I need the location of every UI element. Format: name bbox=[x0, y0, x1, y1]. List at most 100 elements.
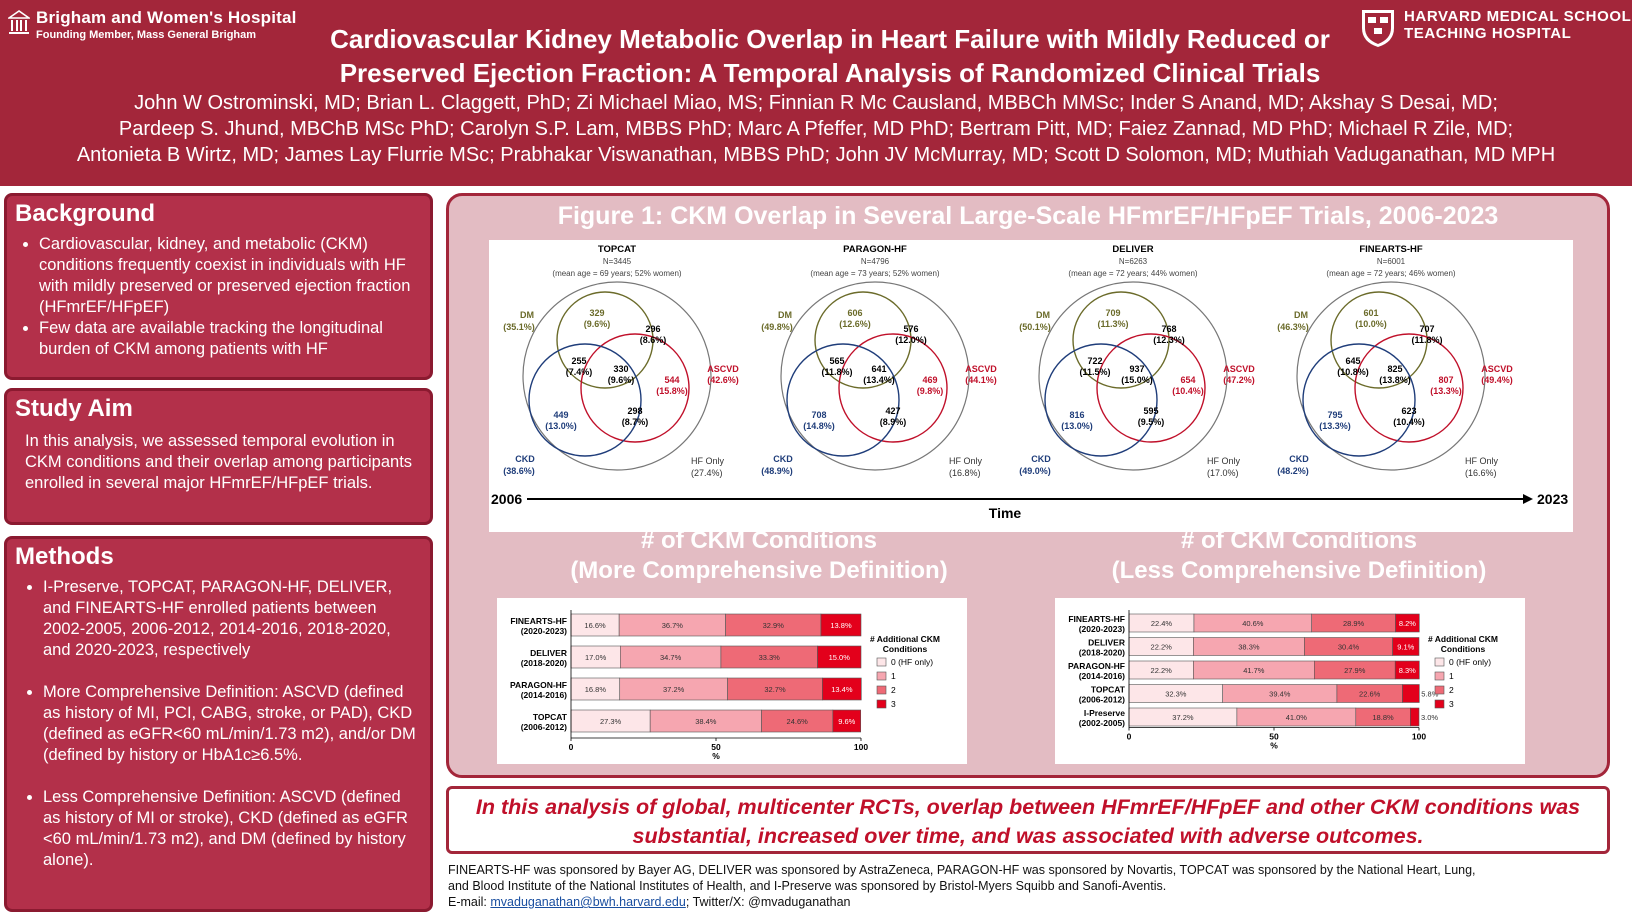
legend-label: 3 bbox=[1449, 699, 1454, 709]
study-aim-heading: Study Aim bbox=[15, 395, 133, 422]
x-tick-label: 50 bbox=[711, 742, 721, 752]
ckd-only-count: 708 bbox=[811, 410, 826, 420]
ascvd-label: ASCVD bbox=[965, 364, 997, 374]
ckd-ascvd-count: 623 bbox=[1401, 406, 1416, 416]
authors-line2: Pardeep S. Jhund, MBChB MSc PhD; Carolyn… bbox=[118, 118, 1514, 140]
author-list: John W Ostrominski, MD; Brian L. Clagget… bbox=[10, 90, 1622, 168]
all-three-pct: (15.0%) bbox=[1121, 375, 1153, 385]
all-three-count: 641 bbox=[871, 364, 886, 374]
ascvd-only-count: 654 bbox=[1180, 375, 1195, 385]
dm-ckd-pct: (7.4%) bbox=[566, 367, 593, 377]
ascvd-label: ASCVD bbox=[1481, 364, 1513, 374]
venn-topcat: TOPCAT N=3445 (mean age = 69 years; 52% wo… bbox=[503, 244, 739, 478]
legend-label: 2 bbox=[1449, 685, 1454, 695]
hf-label: HF Only bbox=[1207, 456, 1241, 466]
timeline-end: 2023 bbox=[1537, 491, 1568, 507]
bar-data-label: 39.4% bbox=[1269, 690, 1291, 699]
bar-data-label: 17.0% bbox=[585, 653, 607, 662]
venn-diagrams: TOPCAT N=3445 (mean age = 69 years; 52% wo… bbox=[491, 244, 1568, 521]
bar-right-title-line1: # of CKM Conditions bbox=[1181, 527, 1417, 554]
bar-chart-right: FINEARTS-HF (2020-2023) 22.4% 40.6% 28.9% 8.2… bbox=[1055, 598, 1525, 764]
ckd-ascvd-count: 427 bbox=[885, 406, 900, 416]
title-line1: Cardiovascular Kidney Metabolic Overlap … bbox=[330, 24, 1330, 54]
bar-data-label: 22.6% bbox=[1359, 690, 1381, 699]
venn-subtitle: (mean age = 72 years; 44% women) bbox=[1068, 269, 1198, 278]
hf-label: HF Only bbox=[949, 456, 983, 466]
hf-circle bbox=[1296, 281, 1486, 471]
ascvd-only-pct: (9.8%) bbox=[917, 386, 944, 396]
all-three-pct: (9.6%) bbox=[608, 375, 635, 385]
dm-ascvd-pct: (11.8%) bbox=[1411, 335, 1442, 345]
methods-bullet: I-Preserve, TOPCAT, PARAGON-HF, DELIVER,… bbox=[43, 577, 422, 661]
bar-data-label: 38.3% bbox=[1238, 643, 1260, 652]
legend-swatch bbox=[876, 699, 887, 709]
email-link[interactable]: mvaduganathan@bwh.harvard.edu bbox=[490, 895, 686, 909]
ckd-ascvd-pct: (8.7%) bbox=[622, 417, 649, 427]
bar-data-label: 28.9% bbox=[1343, 619, 1365, 628]
bar-data-label: 30.4% bbox=[1338, 643, 1360, 652]
ckd-label: CKD bbox=[773, 454, 793, 464]
ckd-pct: (48.2%) bbox=[1277, 466, 1309, 476]
legend-swatch bbox=[1434, 657, 1445, 667]
bar-data-label: 37.2% bbox=[1172, 713, 1194, 722]
dm-circle bbox=[1330, 291, 1428, 389]
background-bullet: Cardiovascular, kidney, and metabolic (C… bbox=[39, 234, 422, 318]
figure-panel: Figure 1: CKM Overlap in Several Large-S… bbox=[446, 193, 1610, 778]
bar-left-title-line1: # of CKM Conditions bbox=[641, 527, 877, 554]
venn-diagram-panel: TOPCAT N=3445 (mean age = 69 years; 52% wo… bbox=[489, 240, 1573, 532]
venn-finearts-hf: FINEARTS-HF N=6001 (mean age = 72 years; 4… bbox=[1277, 244, 1513, 478]
methods-bullets: I-Preserve, TOPCAT, PARAGON-HF, DELIVER,… bbox=[15, 577, 422, 871]
ckd-only-pct: (13.0%) bbox=[1061, 421, 1093, 431]
ascvd-only-pct: (15.8%) bbox=[656, 386, 688, 396]
bar-data-label: 27.9% bbox=[1344, 666, 1366, 675]
bar-data-label: 22.2% bbox=[1151, 666, 1173, 675]
venn-trial-name: FINEARTS-HF bbox=[1359, 244, 1423, 255]
dm-only-count: 709 bbox=[1105, 308, 1120, 318]
dm-circle bbox=[556, 291, 654, 389]
authors-line3: Antonieta B Wirtz, MD; James Lay Flurrie… bbox=[76, 144, 1556, 166]
ckd-label: CKD bbox=[1289, 454, 1309, 464]
legend-swatch bbox=[1434, 699, 1445, 709]
bar-data-label: 24.6% bbox=[787, 717, 809, 726]
conclusion-line1: In this analysis of global, multicenter … bbox=[475, 795, 1581, 819]
ckd-pct: (48.9%) bbox=[761, 466, 793, 476]
poster-title: Cardiovascular Kidney Metabolic Overlap … bbox=[280, 22, 1380, 90]
hf-circle bbox=[1038, 281, 1228, 471]
dm-ckd-count: 722 bbox=[1087, 356, 1102, 366]
ckd-ascvd-pct: (8.9%) bbox=[880, 417, 907, 427]
x-tick-label: 50 bbox=[1269, 732, 1279, 742]
bar-category-years: (2006-2012) bbox=[1079, 695, 1125, 705]
background-bullet: Few data are available tracking the long… bbox=[39, 318, 422, 360]
legend-swatch bbox=[876, 685, 887, 695]
study-aim-section: Study Aim In this analysis, we assessed … bbox=[4, 388, 433, 525]
hf-circle bbox=[780, 281, 970, 471]
bar-category-years: (2020-2023) bbox=[1079, 624, 1125, 634]
bar-data-label: 5.8% bbox=[1421, 690, 1438, 699]
bar-data-label: 9.6% bbox=[838, 717, 855, 726]
bar-data-label: 33.3% bbox=[759, 653, 781, 662]
all-three-pct: (13.4%) bbox=[863, 375, 895, 385]
bar-category-years: (2020-2023) bbox=[521, 626, 567, 636]
legend-swatch bbox=[1434, 671, 1445, 681]
bar-data-label: 3.0% bbox=[1421, 713, 1438, 722]
ckd-pct: (49.0%) bbox=[1019, 466, 1051, 476]
dm-pct: (46.3%) bbox=[1277, 322, 1309, 332]
bar-data-label: 13.8% bbox=[830, 621, 852, 630]
hospital-building-icon bbox=[8, 10, 30, 34]
all-three-count: 330 bbox=[613, 364, 628, 374]
hospital-subtitle: Founding Member, Mass General Brigham bbox=[36, 29, 257, 41]
bar-left-title-line2: (More Comprehensive Definition) bbox=[570, 557, 948, 584]
methods-bullet: Less Comprehensive Definition: ASCVD (de… bbox=[43, 787, 422, 871]
venn-trial-name: DELIVER bbox=[1112, 244, 1153, 255]
bar-chart-left: FINEARTS-HF (2020-2023) 16.6% 36.7% 32.9% 13.… bbox=[497, 598, 967, 764]
x-tick-label: 0 bbox=[1127, 732, 1132, 742]
dm-only-pct: (10.0%) bbox=[1355, 319, 1387, 329]
bar-chart-left-title: # of CKM Conditions (More Comprehensive … bbox=[509, 526, 1009, 586]
venn-n: N=3445 bbox=[603, 257, 632, 266]
legend-title: # Additional CKM bbox=[1428, 634, 1498, 644]
bar-segment bbox=[1394, 660, 1420, 680]
bar-category-label: TOPCAT bbox=[1091, 685, 1126, 695]
bar-data-label: 41.7% bbox=[1243, 666, 1265, 675]
ckd-ascvd-pct: (9.5%) bbox=[1138, 417, 1165, 427]
dm-only-count: 329 bbox=[589, 308, 604, 318]
